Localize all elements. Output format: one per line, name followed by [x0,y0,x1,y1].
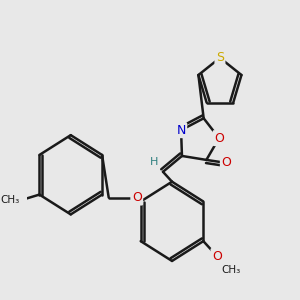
Text: O: O [132,191,142,204]
Text: O: O [214,132,224,145]
Text: CH₃: CH₃ [221,265,241,275]
Text: O: O [221,156,231,170]
Text: O: O [212,250,222,262]
Text: N: N [176,124,186,137]
Text: H: H [150,157,158,167]
Text: CH₃: CH₃ [0,194,20,205]
Text: S: S [216,51,224,64]
